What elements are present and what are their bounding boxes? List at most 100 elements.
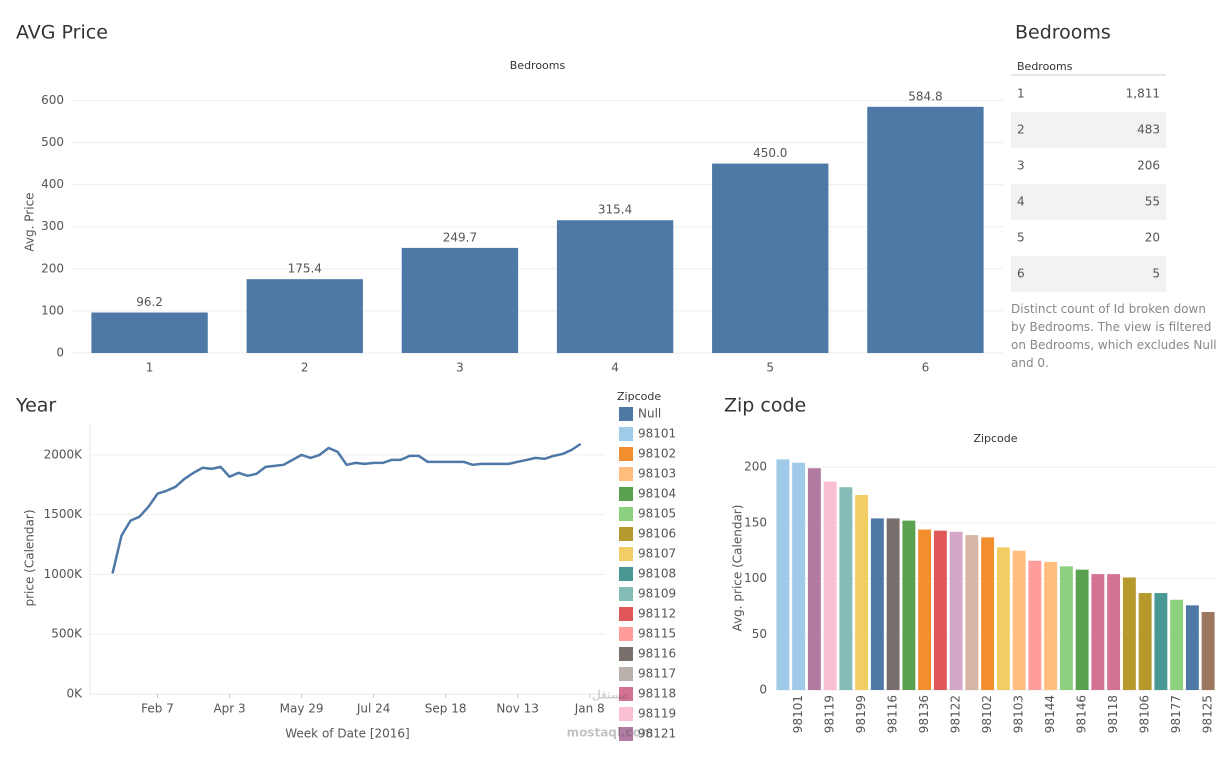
x-tick-label: 98102 [980, 695, 994, 733]
chart-title: Zip code [724, 395, 806, 417]
legend-label: Null [638, 407, 661, 421]
table-cell: 206 [1137, 159, 1160, 173]
legend-swatch [619, 487, 633, 501]
table-cell: 6 [1017, 267, 1025, 281]
legend-label: 98116 [638, 647, 676, 661]
x-tick-label: 98101 [791, 695, 805, 733]
legend-label: 98119 [638, 707, 676, 721]
x-tick-label: 98122 [949, 695, 963, 733]
legend-label: 98102 [638, 447, 676, 461]
x-tick-label: 98125 [1201, 695, 1215, 733]
legend-label: 98121 [638, 727, 676, 741]
y-tick-label: 400 [41, 177, 64, 191]
x-tick-label: 98146 [1075, 695, 1089, 733]
y-tick-label: 100 [744, 571, 767, 585]
legend-title: Zipcode [617, 390, 661, 403]
bar [1075, 569, 1089, 690]
legend-swatch [619, 687, 633, 701]
bar [1107, 574, 1121, 690]
legend-label: 98104 [638, 487, 676, 501]
bar [823, 481, 837, 690]
x-tick-label: Sep 18 [425, 702, 467, 716]
legend-swatch [619, 507, 633, 521]
x-tick-label: 98177 [1169, 695, 1183, 733]
table-cell: 3 [1017, 159, 1025, 173]
y-axis-label: Avg. Price [23, 192, 37, 251]
legend-label: 98112 [638, 607, 676, 621]
bar [792, 462, 806, 690]
table-cell: 5 [1152, 267, 1160, 281]
y-tick-label: 1500K [44, 507, 84, 521]
x-tick-label: Jul 24 [356, 702, 391, 716]
table-cell: 1 [1017, 87, 1025, 101]
x-tick-label: 98103 [1012, 695, 1026, 733]
legend-swatch [619, 567, 633, 581]
legend-label: 98115 [638, 627, 676, 641]
x-tick-label: 3 [456, 361, 464, 375]
legend-swatch [619, 427, 633, 441]
bar [1201, 612, 1215, 690]
value-label: 175.4 [288, 262, 322, 276]
x-tick-label: 98144 [1043, 695, 1057, 733]
table-cell: 4 [1017, 195, 1025, 209]
legend-swatch [619, 467, 633, 481]
chart-title: Year [15, 395, 56, 417]
legend-label: 98106 [638, 527, 676, 541]
table-caption: Distinct count of Id broken down by Bedr… [1011, 302, 1217, 370]
line-series [111, 442, 582, 574]
legend-label: 98105 [638, 507, 676, 521]
bar [839, 487, 853, 690]
table-cell: 20 [1145, 231, 1160, 245]
legend-label: 98107 [638, 547, 676, 561]
watermark: mostaql.com [567, 726, 654, 740]
bar [981, 537, 995, 690]
table-cell: 5 [1017, 231, 1025, 245]
bar [712, 163, 829, 353]
y-tick-label: 200 [744, 460, 767, 474]
x-tick-label: 4 [611, 361, 619, 375]
bar [965, 535, 979, 690]
y-tick-label: 500 [41, 135, 64, 149]
table-cell: 55 [1145, 195, 1160, 209]
x-tick-label: 98116 [886, 695, 900, 733]
bar [1044, 561, 1058, 690]
y-tick-label: 200 [41, 261, 64, 275]
bar [1012, 550, 1026, 690]
table-cell: 483 [1137, 123, 1160, 137]
x-axis-label: Week of Date [2016] [285, 727, 409, 741]
bar [401, 247, 519, 353]
y-tick-label: 100 [41, 303, 64, 317]
x-tick-label: Jan 8 [574, 702, 605, 716]
bar [996, 547, 1010, 690]
bar [1170, 599, 1184, 690]
table-row-band [1011, 184, 1166, 220]
legend-swatch [619, 647, 633, 661]
legend-label: 98103 [638, 467, 676, 481]
y-tick-label: 2000K [44, 447, 84, 461]
y-axis-label: Avg. price (Calendar) [731, 505, 745, 632]
y-tick-label: 600 [41, 93, 64, 107]
y-axis-label: price (Calendar) [23, 509, 37, 606]
y-tick-label: 300 [41, 219, 64, 233]
legend-swatch [619, 607, 633, 621]
value-label: 96.2 [136, 295, 163, 309]
bar [91, 312, 208, 353]
y-tick-label: 500K [51, 627, 83, 641]
table-row-band [1011, 256, 1166, 292]
bar [1059, 566, 1073, 690]
legend-label: 98108 [638, 567, 676, 581]
x-tick-label: 6 [922, 361, 930, 375]
value-label: 450.0 [753, 146, 787, 160]
x-tick-label: 98119 [823, 695, 837, 733]
legend-label: 98118 [638, 687, 676, 701]
legend-swatch [619, 627, 633, 641]
x-tick-label: 98106 [1138, 695, 1152, 733]
value-label: 315.4 [598, 203, 632, 217]
x-tick-label: 98199 [854, 695, 868, 733]
table-cell: 2 [1017, 123, 1025, 137]
table-row-band [1011, 112, 1166, 148]
bar [933, 530, 947, 690]
bar [886, 518, 900, 690]
table-header: Bedrooms [1017, 60, 1073, 73]
